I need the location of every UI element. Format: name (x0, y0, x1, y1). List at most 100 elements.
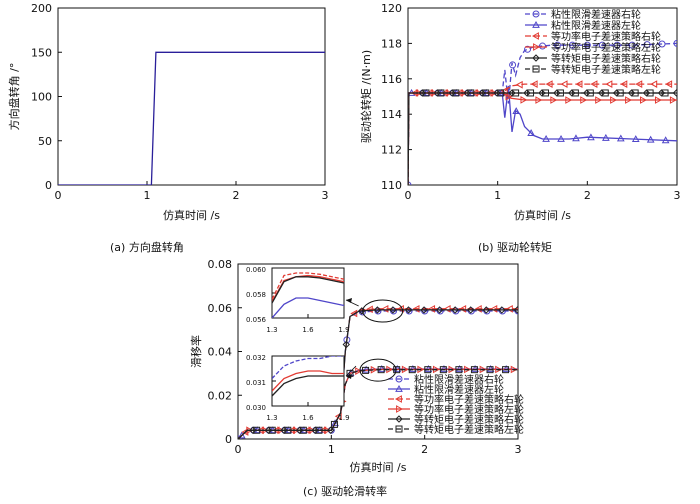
series-marker (362, 366, 370, 374)
series-marker (515, 80, 523, 89)
series-marker (565, 96, 573, 104)
series-marker (505, 92, 513, 101)
series-marker (440, 364, 448, 372)
series-marker (613, 41, 621, 49)
series-marker (299, 426, 307, 434)
series-marker (418, 89, 427, 97)
series-6 (238, 366, 518, 439)
x-tick-label: 2 (421, 443, 428, 456)
series-marker (377, 366, 385, 374)
x-axis-label: 仿真时间 /s (514, 208, 571, 222)
caption-b: (b) 驱动轮转矩 (478, 241, 553, 254)
legend-marker (532, 10, 540, 18)
y-tick-label: 110 (381, 179, 402, 192)
y-tick-label: 0 (45, 179, 52, 192)
caption-a: (a) 方向盘转角 (110, 241, 184, 254)
y-tick-label: 0.058 (246, 291, 266, 299)
series-line (58, 51, 325, 185)
series-marker (295, 426, 304, 434)
series-marker (455, 364, 464, 372)
x-tick-label: 3 (322, 189, 329, 202)
x-tick-label: 0 (55, 189, 62, 202)
series-line (408, 92, 677, 185)
series-marker (439, 366, 447, 374)
series-line (238, 369, 518, 439)
series-line (272, 272, 344, 300)
series-marker (665, 80, 673, 88)
legend-label: 等转矩电子差速策略左轮 (551, 63, 661, 76)
series-marker (523, 89, 531, 97)
series-marker (640, 96, 647, 104)
series-marker (658, 40, 666, 48)
series-marker (538, 89, 546, 97)
series-marker (424, 364, 433, 372)
series-marker (315, 426, 323, 434)
series-marker (646, 135, 655, 143)
series-marker (437, 89, 445, 97)
series-marker (583, 41, 591, 49)
legend-label: 等功率电子差速策略左轮 (414, 403, 524, 416)
series-marker (342, 340, 350, 349)
series-marker (587, 133, 595, 141)
series-line (408, 85, 677, 185)
series-marker (542, 134, 550, 142)
series-marker (350, 309, 358, 318)
series-marker (583, 89, 591, 97)
series-marker (597, 89, 606, 97)
series-marker (654, 96, 662, 104)
series-marker (527, 129, 535, 136)
legend-label: 等转矩电子差速策略右轮 (551, 52, 661, 65)
series-marker (631, 135, 640, 143)
y-tick-label: 0 (225, 433, 232, 446)
legend-marker (395, 384, 403, 392)
y-tick-label: 0.04 (208, 346, 233, 359)
series-marker (404, 306, 413, 314)
series-marker (661, 136, 670, 144)
y-axis-label: 滑移率 (189, 335, 203, 368)
series-4 (272, 297, 344, 318)
series-1 (272, 272, 344, 300)
series-marker (628, 41, 636, 49)
series-marker (393, 366, 401, 374)
series-marker (631, 89, 639, 97)
series-marker (571, 89, 579, 97)
series-marker (557, 134, 565, 142)
legend-marker (533, 43, 541, 51)
plot-frame (407, 7, 678, 186)
series-marker (377, 364, 386, 372)
series-marker (602, 133, 610, 141)
series-marker (550, 96, 558, 104)
x-tick-label: 3 (674, 189, 681, 202)
series-marker (470, 366, 478, 374)
legend-marker (395, 425, 403, 433)
series-marker (486, 366, 494, 374)
series-marker (467, 89, 475, 97)
series-marker (508, 89, 516, 97)
series-marker (502, 364, 511, 372)
x-tick-label: 1 (494, 189, 501, 202)
series-marker (527, 89, 535, 97)
series-marker (495, 365, 503, 374)
series-marker (408, 366, 416, 374)
series-marker (478, 89, 486, 97)
series-marker (268, 426, 276, 434)
series-marker (560, 80, 568, 88)
x-axis-label: 仿真时间 /s (350, 460, 407, 474)
series-5 (238, 306, 518, 439)
plot-frame (57, 7, 326, 186)
x-tick-label: 0 (405, 189, 412, 202)
series-marker (482, 306, 490, 314)
y-tick-label: 116 (381, 73, 402, 86)
series-marker (471, 364, 479, 372)
x-tick-label: 1.3 (266, 414, 277, 422)
series-marker (463, 89, 471, 97)
series-marker (486, 364, 495, 372)
series-marker (586, 89, 594, 97)
series-marker (451, 306, 459, 314)
series-marker (595, 96, 603, 104)
series-marker (467, 306, 475, 314)
series-marker (443, 304, 451, 313)
series-marker (672, 89, 677, 97)
series-line (272, 276, 344, 304)
legend-marker (532, 54, 540, 62)
